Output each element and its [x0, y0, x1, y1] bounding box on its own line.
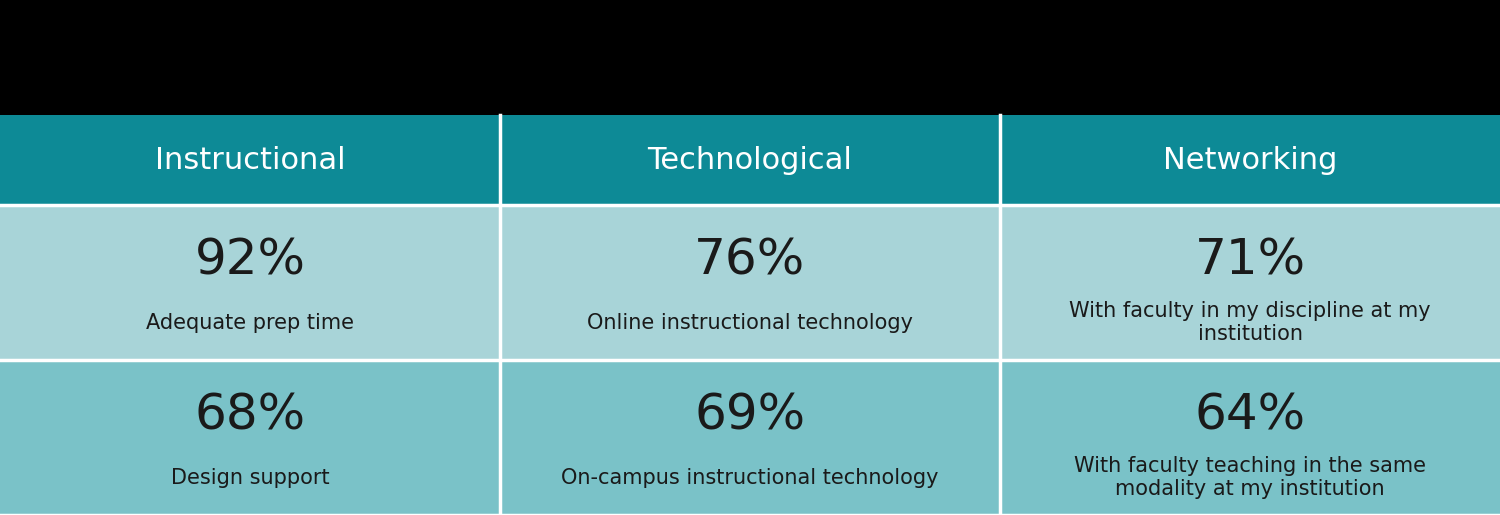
Text: 64%: 64% — [1194, 392, 1305, 440]
Bar — [1000, 115, 1500, 205]
Text: 68%: 68% — [195, 392, 306, 440]
Text: 76%: 76% — [694, 237, 806, 285]
Bar — [1000, 205, 1500, 360]
Text: Networking: Networking — [1162, 146, 1336, 175]
Text: Adequate prep time: Adequate prep time — [146, 313, 354, 333]
Text: On-campus instructional technology: On-campus instructional technology — [561, 468, 939, 488]
Bar — [1000, 360, 1500, 515]
Text: Design support: Design support — [171, 468, 330, 488]
Bar — [500, 115, 1000, 205]
Text: Technological: Technological — [648, 146, 852, 175]
Bar — [500, 360, 1000, 515]
Text: 92%: 92% — [195, 237, 306, 285]
Bar — [0, 205, 500, 360]
Text: With faculty teaching in the same
modality at my institution: With faculty teaching in the same modali… — [1074, 456, 1426, 500]
Text: With faculty in my discipline at my
institution: With faculty in my discipline at my inst… — [1070, 301, 1431, 345]
Text: 69%: 69% — [694, 392, 806, 440]
Bar — [0, 115, 500, 205]
Text: Online instructional technology: Online instructional technology — [586, 313, 914, 333]
Bar — [0, 360, 500, 515]
Text: 71%: 71% — [1194, 237, 1305, 285]
Bar — [500, 205, 1000, 360]
Text: Instructional: Instructional — [154, 146, 345, 175]
